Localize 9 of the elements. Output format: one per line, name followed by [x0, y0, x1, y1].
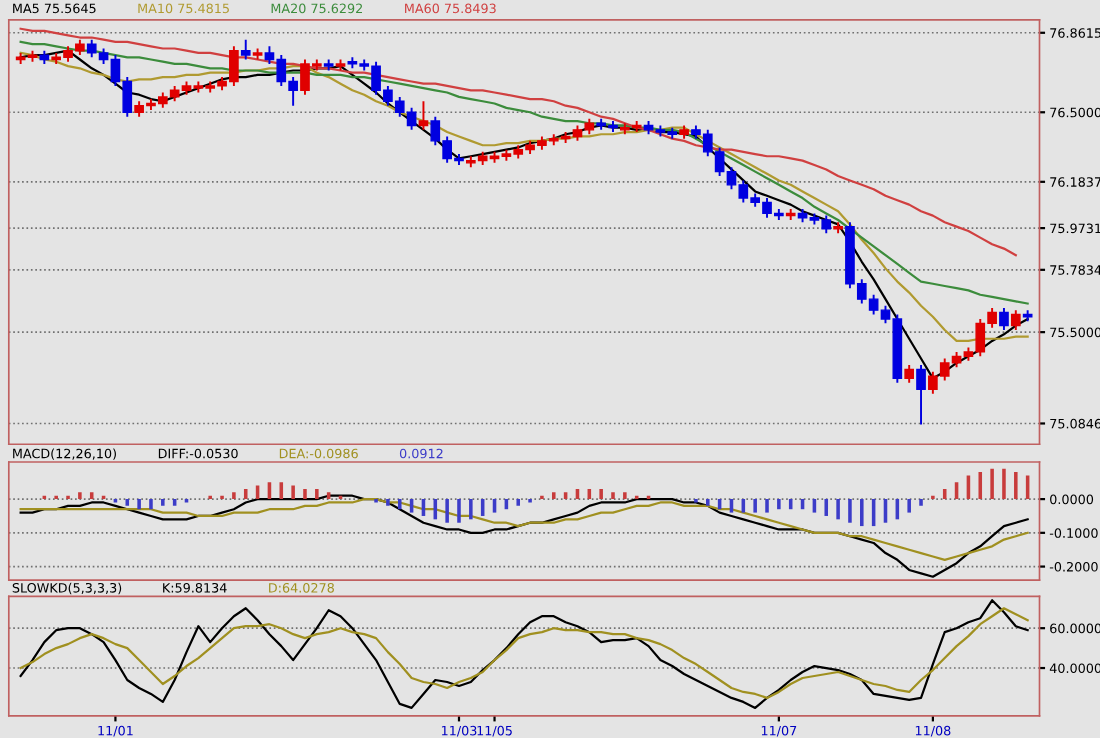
candlestick	[240, 38, 251, 61]
line-series	[19, 27, 1017, 257]
candlestick	[916, 364, 926, 426]
line-series	[19, 40, 1029, 305]
line-series	[19, 497, 1029, 561]
candlestick	[1010, 309, 1021, 331]
line-series	[19, 494, 1029, 578]
candlestick	[999, 306, 1009, 331]
candlestick	[418, 100, 429, 131]
